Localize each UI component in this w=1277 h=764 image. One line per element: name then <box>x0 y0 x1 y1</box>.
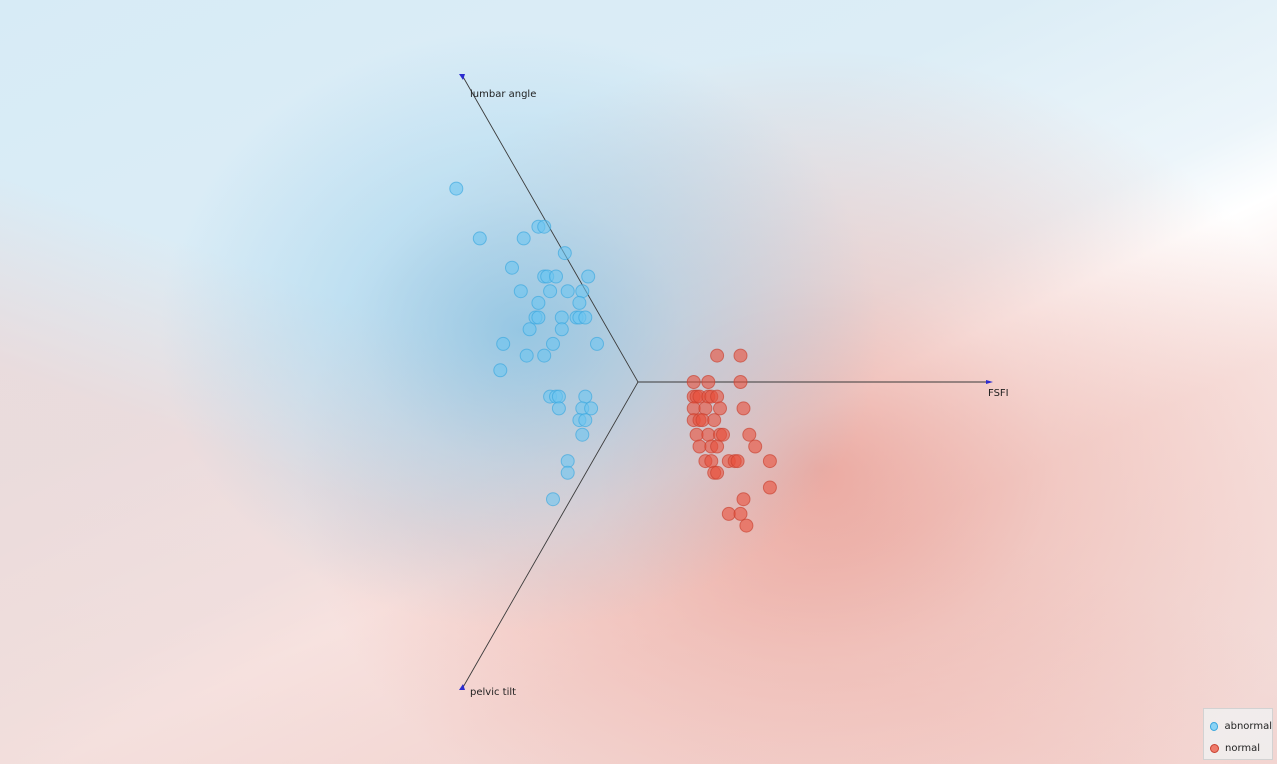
point-normal-38[interactable] <box>721 506 736 521</box>
point-abnormal-25[interactable] <box>496 336 511 351</box>
point-normal-33[interactable] <box>762 454 777 469</box>
anchor-marker-pelvic-tilt[interactable] <box>459 684 465 690</box>
point-abnormal-3[interactable] <box>537 219 552 234</box>
point-normal-3[interactable] <box>701 375 716 389</box>
point-normal-12[interactable] <box>698 401 713 416</box>
point-abnormal-37[interactable] <box>584 401 599 416</box>
legend-label-abnormal: abnormal <box>1224 720 1272 732</box>
point-abnormal-23[interactable] <box>522 322 537 337</box>
point-normal-14[interactable] <box>736 401 751 416</box>
point-abnormal-43[interactable] <box>546 492 560 507</box>
point-abnormal-16[interactable] <box>572 295 587 310</box>
point-abnormal-29[interactable] <box>537 348 552 363</box>
point-abnormal-40[interactable] <box>575 427 590 442</box>
legend-item-normal[interactable]: normal <box>1210 737 1272 759</box>
point-abnormal-12[interactable] <box>543 284 558 299</box>
point-normal-36[interactable] <box>762 480 777 495</box>
point-normal-17[interactable] <box>695 413 710 428</box>
point-abnormal-34[interactable] <box>578 389 593 404</box>
point-normal-13[interactable] <box>713 401 727 416</box>
point-abnormal-27[interactable] <box>590 336 604 351</box>
point-normal-27[interactable] <box>748 439 763 454</box>
anchor-label-fsfi: FSFI <box>988 388 1009 399</box>
point-normal-18[interactable] <box>707 413 722 428</box>
anchor-label-pelvic-tilt: pelvic tilt <box>470 687 516 698</box>
anchor-marker-fsfi[interactable] <box>986 380 993 384</box>
point-normal-26[interactable] <box>710 439 725 454</box>
point-abnormal-15[interactable] <box>531 295 546 310</box>
point-normal-11[interactable] <box>686 401 701 416</box>
point-abnormal-4[interactable] <box>516 231 531 246</box>
point-normal-29[interactable] <box>704 454 719 469</box>
point-normal-19[interactable] <box>689 427 704 442</box>
point-abnormal-26[interactable] <box>546 336 560 351</box>
point-normal-4[interactable] <box>733 375 748 389</box>
point-normal-32[interactable] <box>730 454 745 469</box>
anchor-marker-lumbar-angle[interactable] <box>459 74 465 80</box>
point-abnormal-0[interactable] <box>449 181 464 196</box>
point-abnormal-33[interactable] <box>551 389 566 404</box>
point-abnormal-5[interactable] <box>557 246 572 261</box>
point-abnormal-11[interactable] <box>513 284 528 299</box>
point-abnormal-30[interactable] <box>493 363 508 378</box>
point-abnormal-22[interactable] <box>578 310 593 325</box>
legend: abnormal normal <box>1203 708 1273 760</box>
point-normal-37[interactable] <box>736 492 751 507</box>
point-normal-24[interactable] <box>692 439 707 454</box>
point-abnormal-13[interactable] <box>560 284 575 299</box>
point-normal-1[interactable] <box>733 348 748 363</box>
axis-line-pelvic-tilt <box>461 381 639 690</box>
point-abnormal-10[interactable] <box>581 269 596 284</box>
point-abnormal-19[interactable] <box>554 310 569 325</box>
point-abnormal-39[interactable] <box>578 413 593 428</box>
point-abnormal-24[interactable] <box>554 322 569 337</box>
legend-swatch-normal <box>1210 743 1219 753</box>
anchor-label-lumbar-angle: lumbar angle <box>470 89 536 100</box>
point-abnormal-14[interactable] <box>575 284 590 299</box>
point-normal-0[interactable] <box>710 348 725 363</box>
point-abnormal-18[interactable] <box>531 310 546 325</box>
data-points <box>449 181 777 533</box>
point-abnormal-1[interactable] <box>472 231 487 246</box>
legend-item-abnormal[interactable]: abnormal <box>1210 715 1272 737</box>
point-abnormal-9[interactable] <box>549 269 563 284</box>
legend-label-normal: normal <box>1225 742 1261 754</box>
point-normal-2[interactable] <box>686 375 701 389</box>
point-normal-35[interactable] <box>710 465 725 480</box>
point-normal-20[interactable] <box>701 427 716 442</box>
point-normal-22[interactable] <box>716 427 730 442</box>
point-normal-10[interactable] <box>710 389 725 404</box>
point-normal-23[interactable] <box>742 427 757 442</box>
point-normal-39[interactable] <box>733 506 748 521</box>
legend-swatch-abnormal <box>1210 721 1219 731</box>
point-abnormal-42[interactable] <box>560 465 575 480</box>
point-normal-40[interactable] <box>739 518 754 533</box>
point-abnormal-35[interactable] <box>551 401 566 416</box>
anchor-axes: lumbar angle FSFI pelvic tilt <box>459 74 1009 698</box>
point-abnormal-6[interactable] <box>505 260 519 275</box>
point-abnormal-28[interactable] <box>519 348 534 363</box>
point-abnormal-41[interactable] <box>560 454 575 469</box>
